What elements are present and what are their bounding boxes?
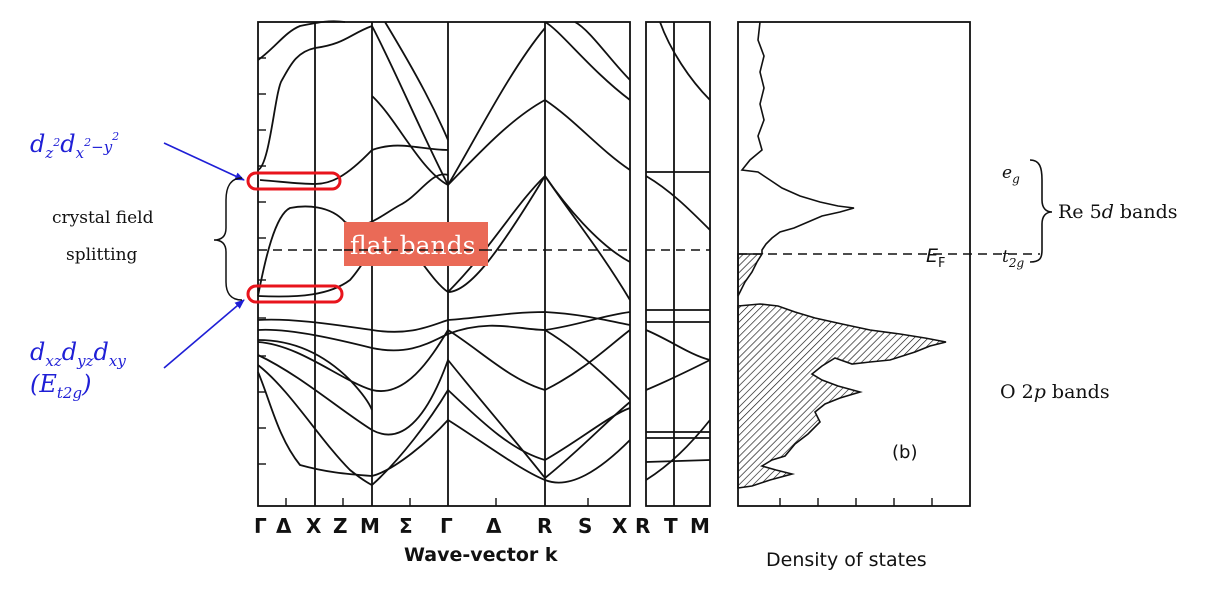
splitting-label: splitting [66, 245, 138, 265]
dos-xlabel: Density of states [766, 549, 927, 571]
upper-bands [257, 20, 631, 187]
k-label: R [635, 514, 650, 538]
k-label: R [537, 514, 552, 538]
k-label: M [690, 514, 710, 538]
k-label: Δ [486, 514, 502, 538]
k-label: T [664, 514, 678, 538]
flat-bands-label: flat bands [350, 231, 475, 260]
eg-label: eg [1002, 163, 1020, 186]
re-bands-brace [1029, 159, 1053, 263]
re-5d-bands-label: Re 5d bands [1058, 201, 1178, 223]
flat-bands-box [344, 222, 488, 266]
t2g-label: t2g [1002, 247, 1024, 270]
eg-arrow [163, 142, 245, 181]
dos-o2p-region [737, 303, 947, 489]
o-2p-bands-label: O 2p bands [1000, 381, 1110, 403]
k-label: Γ [254, 514, 267, 538]
crystal-field-label: crystal field [52, 208, 154, 228]
k-label: Σ [399, 514, 413, 538]
x-ticks [285, 498, 589, 506]
eg-orbitals-label: dz2dx2−y2 [30, 130, 119, 162]
dos-re5d-curve [740, 21, 855, 254]
fermi-label: EF [926, 245, 946, 271]
k-label: Z [333, 514, 348, 538]
k-label: Γ [440, 514, 453, 538]
t2g-arrow [163, 299, 245, 369]
side-panel-frame [645, 21, 711, 507]
k-label: Δ [276, 514, 292, 538]
crystal-field-brace [213, 177, 243, 301]
k-point-labels: Γ Δ X Z M Σ Γ Δ R S X R T M [254, 514, 710, 538]
eg-highlight-ellipse [246, 171, 342, 191]
t2g-energy-label: (Et2g) [30, 370, 91, 402]
k-label: X [306, 514, 322, 538]
k-label: X [612, 514, 628, 538]
wave-vector-xlabel: Wave-vector k [404, 544, 558, 566]
o2p-bands [257, 311, 631, 487]
t2g-highlight-ellipse [246, 284, 344, 304]
main-panel-frame [257, 21, 631, 507]
t2g-orbitals-label: dxzdyzdxy [30, 338, 126, 370]
k-label: S [578, 514, 592, 538]
panel-tag-b: (b) [892, 442, 917, 463]
k-label: M [360, 514, 380, 538]
dos-panel [737, 21, 1053, 507]
dos-t2g-occupied [737, 253, 764, 297]
side-band-panel [645, 21, 711, 507]
